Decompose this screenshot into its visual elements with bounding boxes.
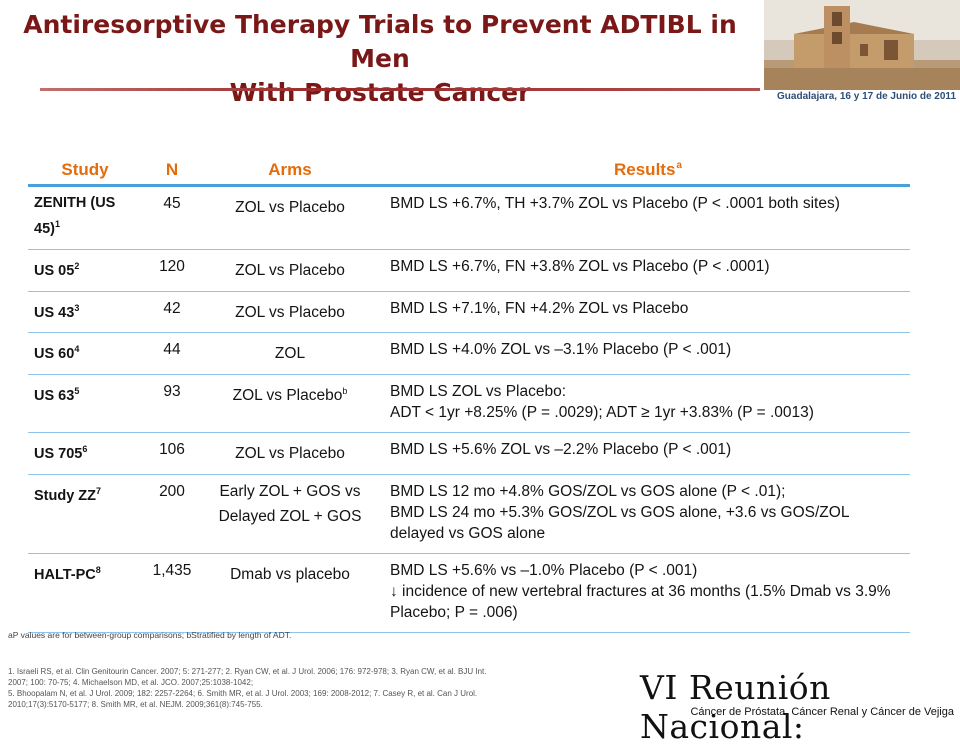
arms-text: ZOL vs Placebo [235,261,345,279]
results-cell: BMD LS +4.0% ZOL vs –3.1% Placebo (P < .… [378,333,910,375]
arms-sup: b [342,386,348,397]
header-study: Study [28,155,142,187]
table-row: ZENITH (US 45)1 45 ZOL vs Placebo BMD LS +6… [28,186,910,250]
study-name: US 63 [34,388,75,405]
title-line-1: Antiresorptive Therapy Trials to Prevent… [23,10,737,73]
arms-cell: Dmab vs placebo [202,554,378,633]
arms-text: Early ZOL + GOS vs Delayed ZOL + GOS [218,483,362,526]
header-results-sup: a [676,159,682,171]
arms-text: ZOL vs Placebo [235,303,345,321]
reference-line: 2007; 100: 70-75; 4. Michaelson MD, et a… [8,678,254,687]
study-cell: US 604 [28,333,142,375]
n-cell: 106 [159,441,185,459]
table-row: US 635 93 ZOL vs Placebob BMD LS ZOL vs Pla… [28,375,910,433]
table-header-row: Study N Arms Resultsa [28,155,910,187]
church-illustration [764,0,960,90]
banner-caption: Guadalajara, 16 y 17 de Junio de 2011 [764,90,960,104]
header-results-label: Results [614,159,676,179]
study-cell: US 635 [28,375,142,433]
study-cell: US 433 [28,291,142,333]
study-cell: Study ZZ7 [28,475,142,554]
study-name: HALT-PC [34,566,96,583]
results-cell: BMD LS +5.6% vs –1.0% Placebo (P < .001)… [378,554,910,633]
n-cell: 42 [163,299,181,317]
arms-text: ZOL [274,345,306,363]
study-ref-sup: 8 [95,565,101,576]
result-line: BMD LS 24 mo +5.3% GOS/ZOL vs GOS alone,… [390,504,849,543]
study-name: US 705 [34,446,83,463]
title-underline [40,88,760,91]
reference-line: 1. Israeli RS, et al. Clin Genitourin Ca… [8,667,487,676]
study-name: ZENITH (US 45) [34,195,116,237]
result-line: ADT < 1yr +8.25% (P = .0029); ADT ≥ 1yr … [390,404,814,422]
arms-cell: ZOL [202,333,378,375]
study-cell: US 7056 [28,433,142,475]
result-line: ↓ incidence of new vertebral fractures a… [390,583,891,622]
header-arms: Arms [202,155,378,187]
header-results: Resultsa [378,155,910,187]
study-ref-sup: 1 [54,219,60,229]
arms-text: ZOL vs Placebo [235,199,345,217]
result-line: BMD LS 12 mo +4.8% GOS/ZOL vs GOS alone … [390,483,786,501]
results-cell: BMD LS +5.6% ZOL vs –2.2% Placebo (P < .… [378,433,910,475]
result-line: BMD LS +4.0% ZOL vs –3.1% Placebo (P < .… [390,341,732,359]
result-line: BMD LS +6.7%, TH +3.7% ZOL vs Placebo (P… [390,195,840,212]
results-cell: BMD LS +6.7%, TH +3.7% ZOL vs Placebo (P… [378,186,910,250]
reference-line: 5. Bhoopalam N, et al. J Urol. 2009; 182… [8,689,478,698]
results-cell: BMD LS +6.7%, FN +3.8% ZOL vs Placebo (P… [378,249,910,291]
table-row: Study ZZ7 200 Early ZOL + GOS vs Delayed Z… [28,475,910,554]
n-cell: 200 [159,483,185,501]
footnote: aP values are for between-group comparis… [8,630,292,640]
n-cell: 45 [163,195,181,212]
n-cell: 1,435 [152,562,192,580]
arms-text: ZOL vs Placebo [232,387,343,405]
arms-text: ZOL vs Placebo [235,445,345,463]
study-cell: ZENITH (US 45)1 [28,186,142,250]
meeting-brand: VI Reunión Nacional: Cáncer de Próstata,… [640,668,960,746]
table-row: US 433 42 ZOL vs Placebo BMD LS +7.1%, FN +… [28,291,910,333]
result-line: BMD LS +7.1%, FN +4.2% ZOL vs Placebo [390,299,689,317]
study-ref-sup: 4 [74,344,80,355]
result-line: BMD LS +5.6% vs –1.0% Placebo (P < .001) [390,562,698,580]
arms-cell: ZOL vs Placebo [202,249,378,291]
references: 1. Israeli RS, et al. Clin Genitourin Ca… [8,666,608,710]
study-name: US 43 [34,304,75,321]
slide-title: Antiresorptive Therapy Trials to Prevent… [0,8,760,110]
study-name: US 60 [34,346,75,363]
results-cell: BMD LS ZOL vs Placebo: ADT < 1yr +8.25% (… [378,375,910,433]
arms-cell: ZOL vs Placebob [202,375,378,433]
brand-subtitle: Cáncer de Próstata, Cáncer Renal y Cánce… [690,706,954,718]
arms-cell: Early ZOL + GOS vs Delayed ZOL + GOS [202,475,378,554]
arms-text: Dmab vs placebo [230,566,350,584]
results-cell: BMD LS 12 mo +4.8% GOS/ZOL vs GOS alone … [378,475,910,554]
study-ref-sup: 3 [74,302,80,313]
arms-cell: ZOL vs Placebo [202,433,378,475]
table-row: HALT-PC8 1,435 Dmab vs placebo BMD LS +5.6%… [28,554,910,633]
arms-cell: ZOL vs Placebo [202,186,378,250]
study-ref-sup: 6 [82,444,88,455]
result-line: BMD LS +6.7%, FN +3.8% ZOL vs Placebo (P… [390,257,770,275]
header-n: N [142,155,202,187]
n-cell: 93 [163,383,181,401]
n-cell: 120 [159,257,185,275]
result-line: BMD LS ZOL vs Placebo: [390,383,567,401]
table-row: US 604 44 ZOL BMD LS +4.0% ZOL vs –3.1% Pla… [28,333,910,375]
study-name: US 05 [34,262,75,279]
study-cell: HALT-PC8 [28,554,142,633]
trials-table: Study N Arms Resultsa ZENITH (US 45)1 45 Z… [28,155,910,633]
results-cell: BMD LS +7.1%, FN +4.2% ZOL vs Placebo [378,291,910,333]
study-ref-sup: 7 [96,486,102,497]
study-cell: US 052 [28,249,142,291]
result-line: BMD LS +5.6% ZOL vs –2.2% Placebo (P < .… [390,441,732,459]
arms-cell: ZOL vs Placebo [202,291,378,333]
study-ref-sup: 5 [74,386,80,397]
church-photo [764,0,960,90]
study-ref-sup: 2 [74,260,80,271]
n-cell: 44 [163,341,181,359]
table-row: US 052 120 ZOL vs Placebo BMD LS +6.7%, FN … [28,249,910,292]
study-name: Study ZZ [34,487,97,504]
reference-line: 2010;17(3):5170-5177; 8. Smith MR, et al… [8,700,263,709]
table-row: US 7056 106 ZOL vs Placebo BMD LS +5.6% ZOL… [28,433,910,475]
title-line-2: With Prostate Cancer [229,78,531,107]
